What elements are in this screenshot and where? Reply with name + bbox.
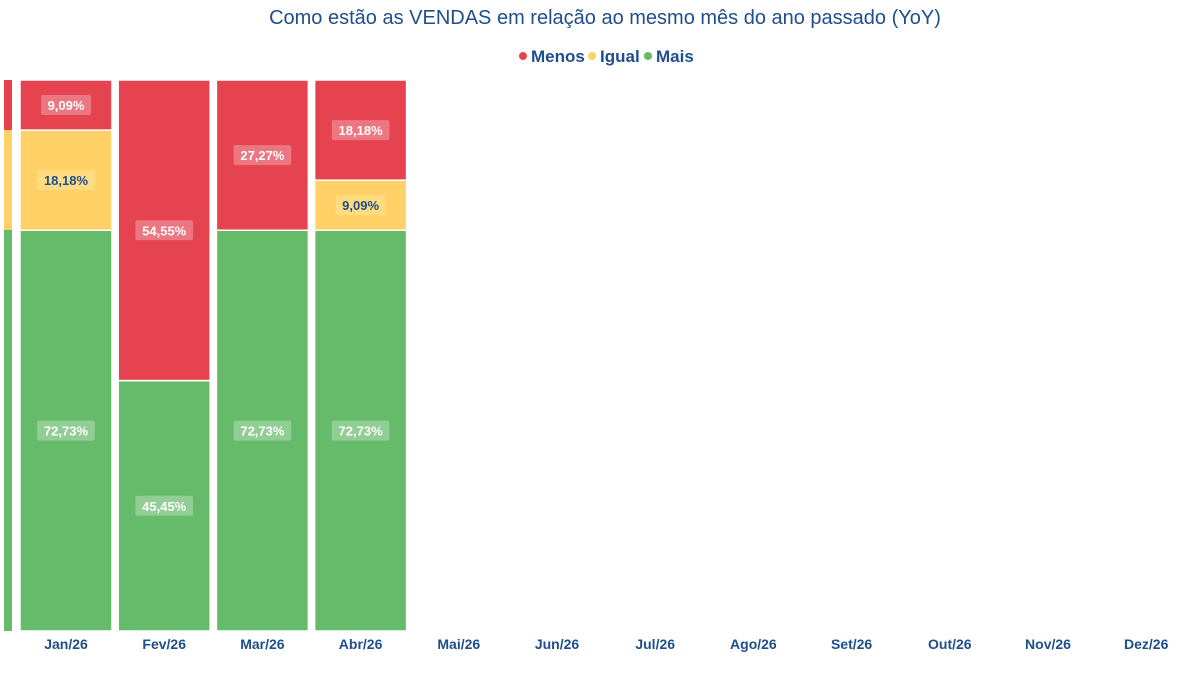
data-label-box: [331, 120, 390, 141]
x-tick-label: Mai/26: [437, 636, 480, 652]
legend: Menos Igual Mais: [519, 47, 694, 66]
clipped-bar-menos: [4, 80, 12, 130]
data-label: 27,27%: [233, 145, 292, 166]
data-label: 18,18%: [331, 120, 390, 141]
bars: [4, 79, 408, 632]
x-tick-label: Jun/26: [535, 636, 580, 652]
bar-menos-fev-26[interactable]: [117, 79, 211, 382]
bar-mais-fev-26[interactable]: [117, 379, 211, 632]
data-label-text: 54,55%: [142, 223, 187, 238]
x-tick-label: Dez/26: [1124, 636, 1169, 652]
data-label-text: 27,27%: [240, 148, 285, 163]
bar-mais-mar-26[interactable]: [215, 229, 310, 632]
legend-marker: [644, 52, 652, 60]
data-label-box: [135, 495, 193, 516]
data-label: 18,18%: [37, 170, 95, 191]
x-tick-label: Fev/26: [142, 636, 186, 652]
data-label-text: 72,73%: [339, 424, 384, 439]
data-label: 45,45%: [135, 495, 193, 516]
bar-menos-jan-26[interactable]: [19, 79, 113, 131]
legend-marker: [519, 52, 527, 60]
chart-title: Como estão as VENDAS em relação ao mesmo…: [269, 7, 941, 29]
data-label: 72,73%: [37, 420, 95, 441]
data-label: 9,09%: [41, 95, 91, 116]
data-label-box: [335, 195, 386, 216]
data-label: 72,73%: [331, 420, 390, 441]
data-label-box: [41, 95, 91, 116]
data-label-text: 45,45%: [142, 499, 187, 514]
data-label: 9,09%: [335, 195, 386, 216]
data-labels: 72,73% 18,18% 9,09% 45,45% 54,55% 72,73% 27,27…: [37, 95, 390, 516]
legend-label: Mais: [656, 47, 694, 66]
data-label-text: 18,18%: [44, 173, 89, 188]
legend-item-mais[interactable]: Mais: [644, 47, 694, 66]
x-tick-label: Abr/26: [339, 636, 383, 652]
bar-mais-jan-26[interactable]: [19, 229, 113, 632]
legend-item-menos[interactable]: Menos: [519, 47, 585, 66]
x-tick-label: Nov/26: [1025, 636, 1071, 652]
x-tick-label: Set/26: [831, 636, 872, 652]
legend-label: Menos: [531, 47, 585, 66]
bar-mais-abr-26[interactable]: [313, 229, 408, 632]
data-label-text: 9,09%: [48, 98, 85, 113]
data-label-box: [37, 420, 95, 441]
data-label-box: [331, 420, 390, 441]
clipped-bar-mais: [4, 230, 12, 631]
x-tick-label: Jan/26: [44, 636, 88, 652]
x-tick-label: Mar/26: [240, 636, 285, 652]
bar-menos-abr-26[interactable]: [313, 79, 408, 181]
legend-marker: [588, 52, 596, 60]
x-tick-label: Jul/26: [635, 636, 675, 652]
data-label-text: 18,18%: [339, 123, 384, 138]
data-label: 72,73%: [233, 420, 292, 441]
x-tick-label: Ago/26: [730, 636, 777, 652]
bar-menos-mar-26[interactable]: [215, 79, 310, 232]
data-label-text: 72,73%: [240, 424, 285, 439]
data-label-text: 9,09%: [342, 198, 379, 213]
legend-label: Igual: [600, 47, 640, 66]
data-label-box: [135, 220, 193, 241]
x-axis: Jan/26 Fev/26 Mar/26 Abr/26 Mai/26 Jun/26 Jul/…: [44, 636, 1168, 652]
data-label-box: [233, 145, 292, 166]
clipped-bar-left-edge: [4, 80, 12, 631]
legend-item-igual[interactable]: Igual: [588, 47, 640, 66]
x-tick-label: Out/26: [928, 636, 972, 652]
data-label-box: [233, 420, 292, 441]
data-label: 54,55%: [135, 220, 193, 241]
data-label-box: [37, 170, 95, 191]
data-label-text: 72,73%: [44, 424, 89, 439]
clipped-bar-igual: [4, 130, 12, 230]
